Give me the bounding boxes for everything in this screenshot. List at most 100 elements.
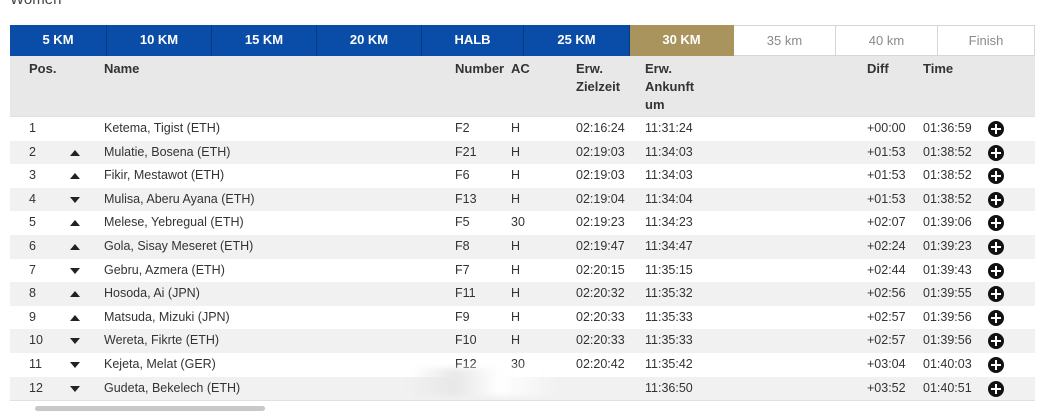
tab-finish[interactable]: Finish: [938, 25, 1035, 56]
expand-plus-icon[interactable]: [988, 380, 1004, 397]
tab-40-km[interactable]: 40 km: [836, 25, 938, 56]
col-diff-header: Diff: [867, 61, 889, 76]
arrow-up-icon: [70, 243, 80, 250]
cell-number: F5: [455, 215, 470, 230]
cell-ac: H: [511, 121, 521, 135]
cell-diff: +01:53: [867, 168, 906, 183]
table-row[interactable]: 1 Ketema, Tigist (ETH) F2 H 02:16:24 11:31:24…: [10, 116, 1035, 141]
expand-plus-icon[interactable]: [988, 168, 1004, 185]
cell-ankunft: 11:34:03: [645, 144, 693, 159]
cell-pos: 9: [29, 309, 36, 324]
expand-plus-icon[interactable]: [988, 238, 1004, 255]
expand-plus-icon[interactable]: [988, 121, 1004, 137]
tab-halb[interactable]: HALB: [422, 25, 524, 56]
table-row[interactable]: 4 Mulisa, Aberu Ayana (ETH) F13 H 02:19:04 11…: [10, 187, 1035, 212]
cell-pos: 5: [29, 215, 36, 230]
cell-time: 01:40:03: [923, 356, 972, 371]
col-zielzeit-header-line2: Zielzeit: [576, 79, 621, 94]
horizontal-scrollbar[interactable]: [35, 406, 265, 411]
cell-time: 01:38:52: [923, 168, 972, 183]
table-row[interactable]: 2 Mulatie, Bosena (ETH) F21 H 02:19:03 11:34:…: [10, 140, 1035, 165]
cell-pos: 10: [29, 333, 43, 348]
cell-name: Wereta, Fikrte (ETH): [104, 333, 220, 348]
table-body: 1 Ketema, Tigist (ETH) F2 H 02:16:24 11:31:24…: [10, 116, 1035, 401]
tab-10-km[interactable]: 10 KM: [107, 25, 212, 56]
cell-pos: 11: [29, 356, 42, 371]
cell-diff: +02:07: [867, 215, 906, 230]
cell-zielzeit: 02:19:03: [576, 144, 625, 159]
cell-ac: H: [511, 262, 521, 277]
table-row[interactable]: 10 Wereta, Fikrte (ETH) F10 H 02:20:33 11:35:…: [10, 329, 1035, 353]
arrow-up-icon: [70, 173, 80, 180]
cell-time: 01:39:23: [923, 238, 972, 253]
cell-diff: +03:04: [867, 356, 906, 371]
table-row[interactable]: 6 Gola, Sisay Meseret (ETH) F8 H 02:19:47 11:…: [10, 234, 1035, 259]
arrow-down-icon: [70, 338, 80, 345]
cell-name: Matsuda, Mizuki (JPN): [104, 309, 230, 324]
cell-zielzeit: 02:19:03: [576, 168, 625, 183]
cell-ac: H: [511, 309, 521, 324]
expand-plus-icon[interactable]: [988, 215, 1004, 232]
col-ankunft-header-line3: um: [645, 97, 665, 112]
table-row[interactable]: 5 Melese, Yebregual (ETH) F5 30 02:19:23 11:3…: [10, 211, 1035, 235]
arrow-down-icon: [70, 267, 80, 274]
cell-ankunft: 11:31:24: [645, 121, 693, 135]
table-row[interactable]: 8 Hosoda, Ai (JPN) F11 H 02:20:32 11:35:32 +02…: [10, 282, 1035, 306]
cell-ac: H: [511, 238, 521, 253]
cell-name: Kejeta, Melat (GER): [104, 356, 216, 371]
table-row[interactable]: 9 Matsuda, Mizuki (JPN) F9 H 02:20:33 11:35:3…: [10, 306, 1035, 330]
tab-15-km[interactable]: 15 KM: [212, 25, 317, 56]
cell-number: F13: [455, 191, 477, 206]
col-pos-header: Pos.: [29, 61, 57, 76]
cell-name: Hosoda, Ai (JPN): [104, 286, 200, 301]
cell-ac: H: [511, 286, 521, 301]
table-row[interactable]: 12 Gudeta, Bekelech (ETH) 11:36:50 +03:52 01…: [10, 376, 1035, 401]
col-ankunft-header-line2: Ankunft: [645, 79, 695, 94]
expand-plus-icon[interactable]: [988, 286, 1004, 303]
table-row[interactable]: 7 Gebru, Azmera (ETH) F7 H 02:20:15 11:35:15 +…: [10, 259, 1035, 283]
expand-plus-icon[interactable]: [988, 262, 1004, 279]
cell-time: 01:38:52: [923, 144, 972, 159]
cell-diff: +00:00: [867, 121, 906, 135]
cell-time: 01:39:43: [923, 262, 972, 277]
tab-5-km[interactable]: 5 KM: [10, 25, 107, 56]
cell-ac: H: [511, 191, 521, 206]
expand-plus-icon[interactable]: [988, 191, 1004, 208]
cell-name: Mulatie, Bosena (ETH): [104, 144, 231, 159]
table-row[interactable]: 3 Fikir, Mestawot (ETH) F6 H 02:19:03 11:34:0…: [10, 164, 1035, 188]
cell-name: Ketema, Tigist (ETH): [104, 121, 220, 135]
tab-25-km[interactable]: 25 KM: [524, 25, 630, 56]
arrow-down-icon: [70, 361, 80, 368]
cell-time: 01:39:06: [923, 215, 972, 230]
col-ac-header: AC: [511, 61, 530, 76]
expand-plus-icon[interactable]: [988, 356, 1004, 373]
cell-ac: H: [511, 168, 521, 183]
cell-diff: +03:52: [867, 380, 906, 395]
cell-number: F8: [455, 238, 470, 253]
arrow-up-icon: [70, 291, 80, 298]
cell-number: F11: [455, 286, 476, 301]
cell-diff: +02:44: [867, 262, 906, 277]
cell-pos: 3: [29, 168, 36, 183]
expand-plus-icon[interactable]: [988, 333, 1004, 350]
cell-zielzeit: 02:19:23: [576, 215, 625, 230]
expand-plus-icon[interactable]: [988, 144, 1004, 161]
cell-ankunft: 11:34:23: [645, 215, 693, 230]
col-time-header: Time: [923, 61, 954, 76]
expand-plus-icon[interactable]: [988, 309, 1004, 326]
table-row[interactable]: 11 Kejeta, Melat (GER) F12 30 02:20:42 11:35:…: [10, 353, 1035, 377]
section-title: Women: [10, 0, 61, 8]
col-ankunft-header: Erw. Ankunft um: [645, 60, 694, 114]
cell-diff: +02:57: [867, 333, 906, 348]
cell-diff: +02:57: [867, 309, 906, 324]
cell-number: F2: [455, 121, 470, 135]
arrow-up-icon: [70, 149, 80, 156]
arrow-down-icon: [70, 196, 80, 203]
tab-20-km[interactable]: 20 KM: [317, 25, 422, 56]
tab-30-km[interactable]: 30 KM: [630, 25, 734, 56]
tab-35-km[interactable]: 35 km: [734, 25, 836, 56]
cell-time: 01:39:55: [923, 286, 972, 301]
table-bottom-border: [10, 400, 1035, 401]
cell-zielzeit: 02:20:32: [576, 286, 625, 301]
